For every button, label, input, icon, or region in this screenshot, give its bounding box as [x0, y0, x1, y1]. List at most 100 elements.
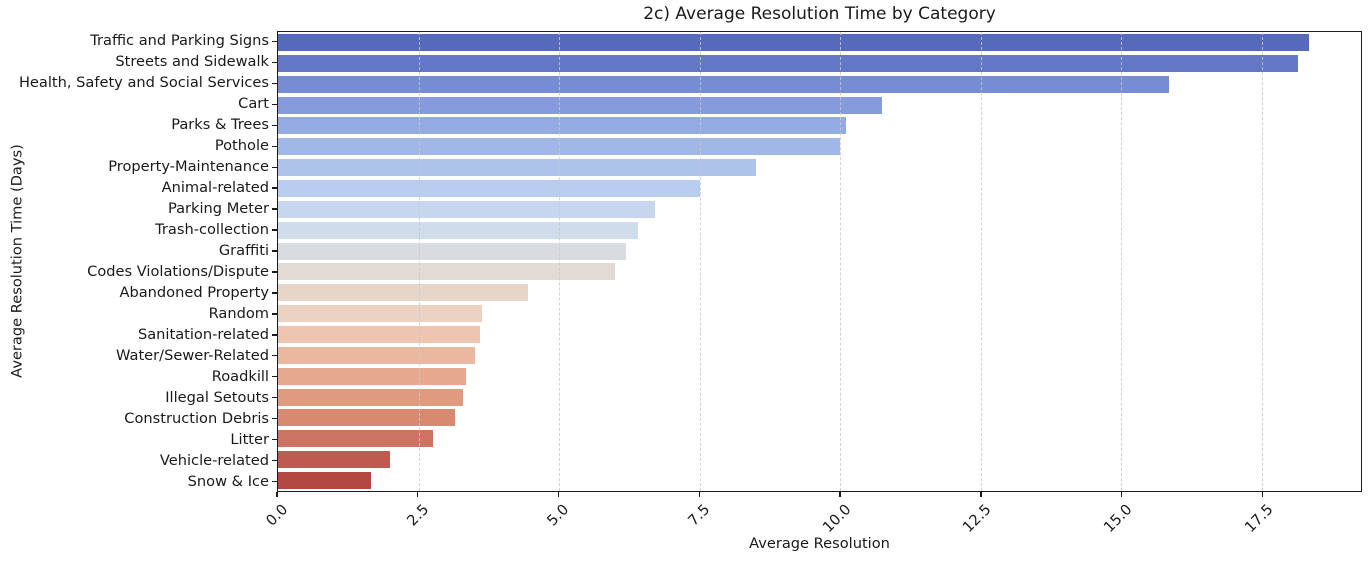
x-tick-mark	[980, 492, 982, 497]
category-label-litter: Litter	[230, 430, 269, 448]
x-tick-mark	[557, 492, 560, 497]
category-label-parks-trees: Parks & Trees	[171, 116, 269, 134]
bar-row	[278, 428, 1361, 449]
bar-illegal-setouts	[278, 388, 464, 406]
category-label-water-sewer-related: Water/Sewer-Related	[116, 346, 269, 364]
x-tick-mark	[1261, 492, 1264, 497]
bar-property-maintenance	[278, 159, 756, 177]
x-tick-label-10.0: 10.0	[819, 501, 855, 537]
bar-row	[278, 324, 1361, 345]
x-tick-label-7.5: 7.5	[684, 501, 714, 530]
category-label-cart: Cart	[238, 95, 269, 113]
category-label-property-maintenance: Property-Maintenance	[108, 158, 269, 176]
gridline-x-12.5	[980, 32, 982, 491]
x-tick-mark	[839, 492, 841, 497]
bar-trash-collection	[278, 221, 638, 239]
y-tick-mark	[272, 313, 277, 315]
category-label-traffic-and-parking-signs: Traffic and Parking Signs	[90, 32, 269, 50]
bar-row	[278, 220, 1361, 241]
x-tick-mark	[417, 492, 419, 497]
bar-row	[278, 241, 1361, 262]
bar-row	[278, 115, 1361, 136]
bar-row	[278, 303, 1361, 324]
gridline-x-10.0	[840, 32, 841, 491]
x-axis-label: Average Resolution	[749, 535, 890, 552]
y-tick-mark	[272, 103, 277, 106]
y-tick-mark	[272, 459, 277, 462]
x-tick-label-12.5: 12.5	[959, 501, 995, 537]
bar-sanitation-related	[278, 325, 481, 343]
bar-row	[278, 95, 1361, 116]
y-tick-mark	[272, 208, 277, 210]
bar-row	[278, 387, 1361, 408]
bar-codes-violations-dispute	[278, 263, 616, 281]
category-label-roadkill: Roadkill	[211, 367, 269, 385]
bar-row	[278, 74, 1361, 95]
y-tick-mark	[272, 417, 277, 420]
bar-construction-debris	[278, 409, 456, 427]
category-label-abandoned-property: Abandoned Property	[119, 283, 269, 301]
x-tick-label-15.0: 15.0	[1100, 501, 1136, 537]
y-tick-mark	[272, 271, 277, 273]
category-label-graffiti: Graffiti	[218, 242, 269, 260]
x-tick-mark	[698, 492, 700, 497]
bar-snow-ice	[278, 471, 371, 489]
category-label-pothole: Pothole	[214, 137, 269, 155]
bar-cart	[278, 96, 883, 114]
bar-row	[278, 470, 1361, 491]
y-tick-mark	[272, 334, 277, 336]
bar-random	[278, 305, 482, 323]
y-tick-mark	[272, 397, 277, 399]
gridline-x-7.5	[699, 32, 701, 491]
bar-row	[278, 53, 1361, 74]
category-label-parking-meter: Parking Meter	[167, 200, 269, 218]
bar-litter	[278, 430, 433, 448]
y-tick-mark	[272, 480, 277, 483]
bar-roadkill	[278, 367, 467, 385]
bar-health-safety-and-social-services	[278, 75, 1169, 93]
category-label-sanitation-related: Sanitation-related	[137, 325, 269, 343]
bar-abandoned-property	[278, 284, 529, 302]
y-tick-mark	[272, 124, 277, 126]
category-label-random: Random	[208, 304, 269, 322]
category-label-illegal-setouts: Illegal Setouts	[165, 388, 269, 406]
gridline-x-2.5	[418, 32, 420, 491]
bar-parks-trees	[278, 117, 846, 135]
bar-row	[278, 407, 1361, 428]
y-tick-mark	[272, 376, 277, 378]
y-tick-mark	[272, 292, 277, 294]
y-tick-mark	[272, 145, 277, 147]
bar-row	[278, 366, 1361, 387]
x-tick-label-17.5: 17.5	[1241, 501, 1277, 537]
x-tick-label-0.0: 0.0	[262, 501, 292, 530]
bar-traffic-and-parking-signs	[278, 33, 1310, 51]
bar-water-sewer-related	[278, 346, 475, 364]
y-tick-mark	[272, 61, 277, 64]
y-tick-mark	[272, 229, 277, 231]
category-label-construction-debris: Construction Debris	[124, 409, 269, 427]
bar-graffiti	[278, 242, 627, 260]
category-label-snow-ice: Snow & Ice	[187, 472, 269, 490]
y-tick-mark	[272, 250, 277, 252]
bars-container	[278, 32, 1361, 491]
bar-streets-and-sidewalk	[278, 54, 1299, 72]
category-label-vehicle-related: Vehicle-related	[159, 451, 269, 469]
x-tick-mark	[276, 492, 278, 497]
x-tick-label-5.0: 5.0	[544, 501, 573, 530]
plot-area	[277, 31, 1362, 492]
bar-animal-related	[278, 179, 700, 197]
x-tick-mark	[1120, 492, 1123, 497]
chart-title: 2c) Average Resolution Time by Category	[643, 4, 996, 24]
bar-row	[278, 178, 1361, 199]
gridline-x-5.0	[559, 32, 560, 491]
category-label-animal-related: Animal-related	[161, 179, 269, 197]
bar-parking-meter	[278, 200, 655, 218]
bar-row	[278, 199, 1361, 220]
bar-row	[278, 345, 1361, 366]
y-tick-mark	[272, 355, 277, 357]
bar-row	[278, 157, 1361, 178]
category-label-trash-collection: Trash-collection	[155, 221, 269, 239]
category-label-streets-and-sidewalk: Streets and Sidewalk	[115, 53, 269, 71]
category-label-health-safety-and-social-services: Health, Safety and Social Services	[18, 74, 269, 92]
